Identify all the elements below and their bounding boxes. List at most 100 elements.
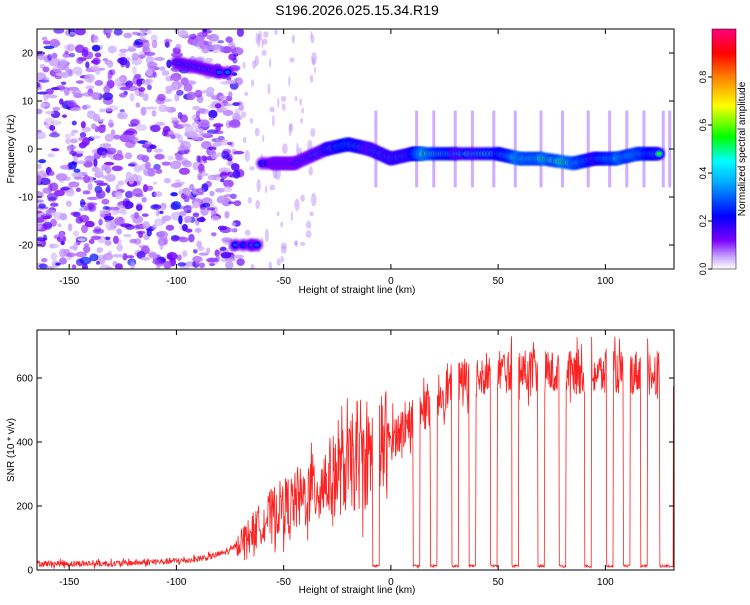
noise-speck	[236, 29, 245, 37]
noise-speck	[40, 102, 46, 109]
noise-speck	[81, 263, 88, 269]
snr-y-tick-label: 200	[16, 502, 33, 513]
noise-speck	[196, 217, 206, 223]
spectrogram-y-tick-label: 0	[27, 145, 33, 156]
noise-speck	[45, 110, 55, 115]
noise-speck	[202, 29, 208, 33]
noise-speck	[181, 123, 192, 128]
noise-speck	[310, 34, 315, 44]
spectral-streak	[513, 110, 517, 188]
noise-speck	[60, 164, 72, 170]
noise-speck	[130, 214, 135, 219]
noise-speck	[310, 192, 317, 207]
snr-x-tick-label: 0	[388, 577, 394, 588]
noise-speck	[262, 134, 265, 143]
noise-speck	[199, 119, 211, 128]
snr-x-tick-label: -150	[59, 577, 79, 588]
noise-speck	[84, 205, 89, 211]
noise-speck	[86, 202, 98, 206]
noise-speck	[157, 230, 169, 239]
noise-speck	[205, 180, 212, 188]
noise-speck	[111, 165, 123, 172]
ridge-core	[240, 243, 246, 247]
noise-speck	[122, 253, 128, 261]
noise-speck	[247, 197, 252, 204]
noise-speck	[144, 141, 153, 145]
noise-speck	[210, 95, 222, 101]
noise-speck	[142, 93, 149, 102]
noise-speck	[59, 212, 68, 221]
noise-speck	[107, 45, 117, 54]
ridge-core	[656, 152, 662, 156]
noise-speck	[183, 204, 192, 214]
noise-speck	[200, 141, 212, 150]
noise-speck	[154, 66, 160, 71]
noise-speck	[64, 133, 72, 139]
noise-speck	[55, 173, 68, 181]
noise-speck	[165, 224, 175, 231]
noise-speck	[90, 235, 102, 240]
noise-speck	[183, 141, 192, 150]
noise-speck	[66, 99, 77, 108]
noise-speck	[196, 172, 209, 177]
noise-speck	[141, 196, 147, 203]
noise-speck	[135, 102, 141, 108]
noise-speck	[145, 106, 158, 110]
noise-speck	[224, 194, 232, 198]
ridge-core	[216, 70, 222, 74]
noise-speck	[125, 255, 135, 259]
noise-speck	[105, 29, 113, 34]
noise-speck	[184, 215, 192, 223]
noise-speck	[104, 147, 117, 155]
noise-speck	[85, 85, 95, 90]
noise-speck	[170, 235, 180, 242]
noise-speck	[219, 95, 228, 101]
noise-speck	[249, 117, 254, 124]
noise-speck	[58, 58, 68, 67]
spectrogram-x-tick-label: -100	[166, 276, 186, 287]
spectral-streak	[608, 110, 612, 188]
noise-speck	[224, 211, 230, 219]
noise-speck	[192, 38, 201, 47]
noise-speck	[159, 66, 166, 72]
noise-speck	[227, 201, 235, 205]
noise-speck	[198, 166, 203, 174]
noise-speck	[37, 131, 47, 140]
noise-speck	[102, 205, 109, 211]
noise-speck	[82, 92, 94, 97]
noise-speck	[230, 163, 240, 171]
noise-speck	[206, 207, 216, 211]
noise-speck	[37, 52, 45, 61]
spectrogram-ridge-layer	[170, 56, 665, 251]
noise-speck	[116, 228, 123, 235]
noise-speck	[53, 29, 65, 34]
noise-speck	[192, 249, 198, 254]
noise-speck	[209, 263, 215, 267]
noise-speck	[138, 231, 144, 239]
noise-speck	[85, 61, 90, 69]
noise-speck	[149, 144, 157, 150]
noise-speck	[69, 52, 76, 58]
spectrogram-x-tick-label: 50	[493, 276, 505, 287]
noise-speck	[62, 53, 71, 58]
noise-speck	[177, 182, 182, 188]
noise-speck	[295, 240, 298, 247]
noise-speck	[264, 228, 269, 243]
noise-speck	[189, 183, 195, 191]
noise-speck	[227, 171, 234, 178]
noise-speck	[103, 85, 111, 94]
noise-speck	[192, 212, 200, 218]
noise-speck	[296, 142, 299, 156]
snr-y-label: SNR (10 * v/v)	[6, 418, 17, 482]
spectrogram-y-tick-label: -20	[19, 241, 34, 252]
noise-speck	[216, 152, 222, 157]
noise-speck	[169, 160, 182, 170]
noise-speck	[75, 251, 88, 258]
noise-speck	[140, 106, 147, 116]
noise-speck	[223, 179, 234, 188]
noise-speck	[212, 123, 224, 128]
noise-speck	[42, 40, 51, 45]
noise-speck	[269, 106, 275, 113]
noise-speck	[72, 66, 83, 74]
noise-speck	[135, 204, 143, 211]
